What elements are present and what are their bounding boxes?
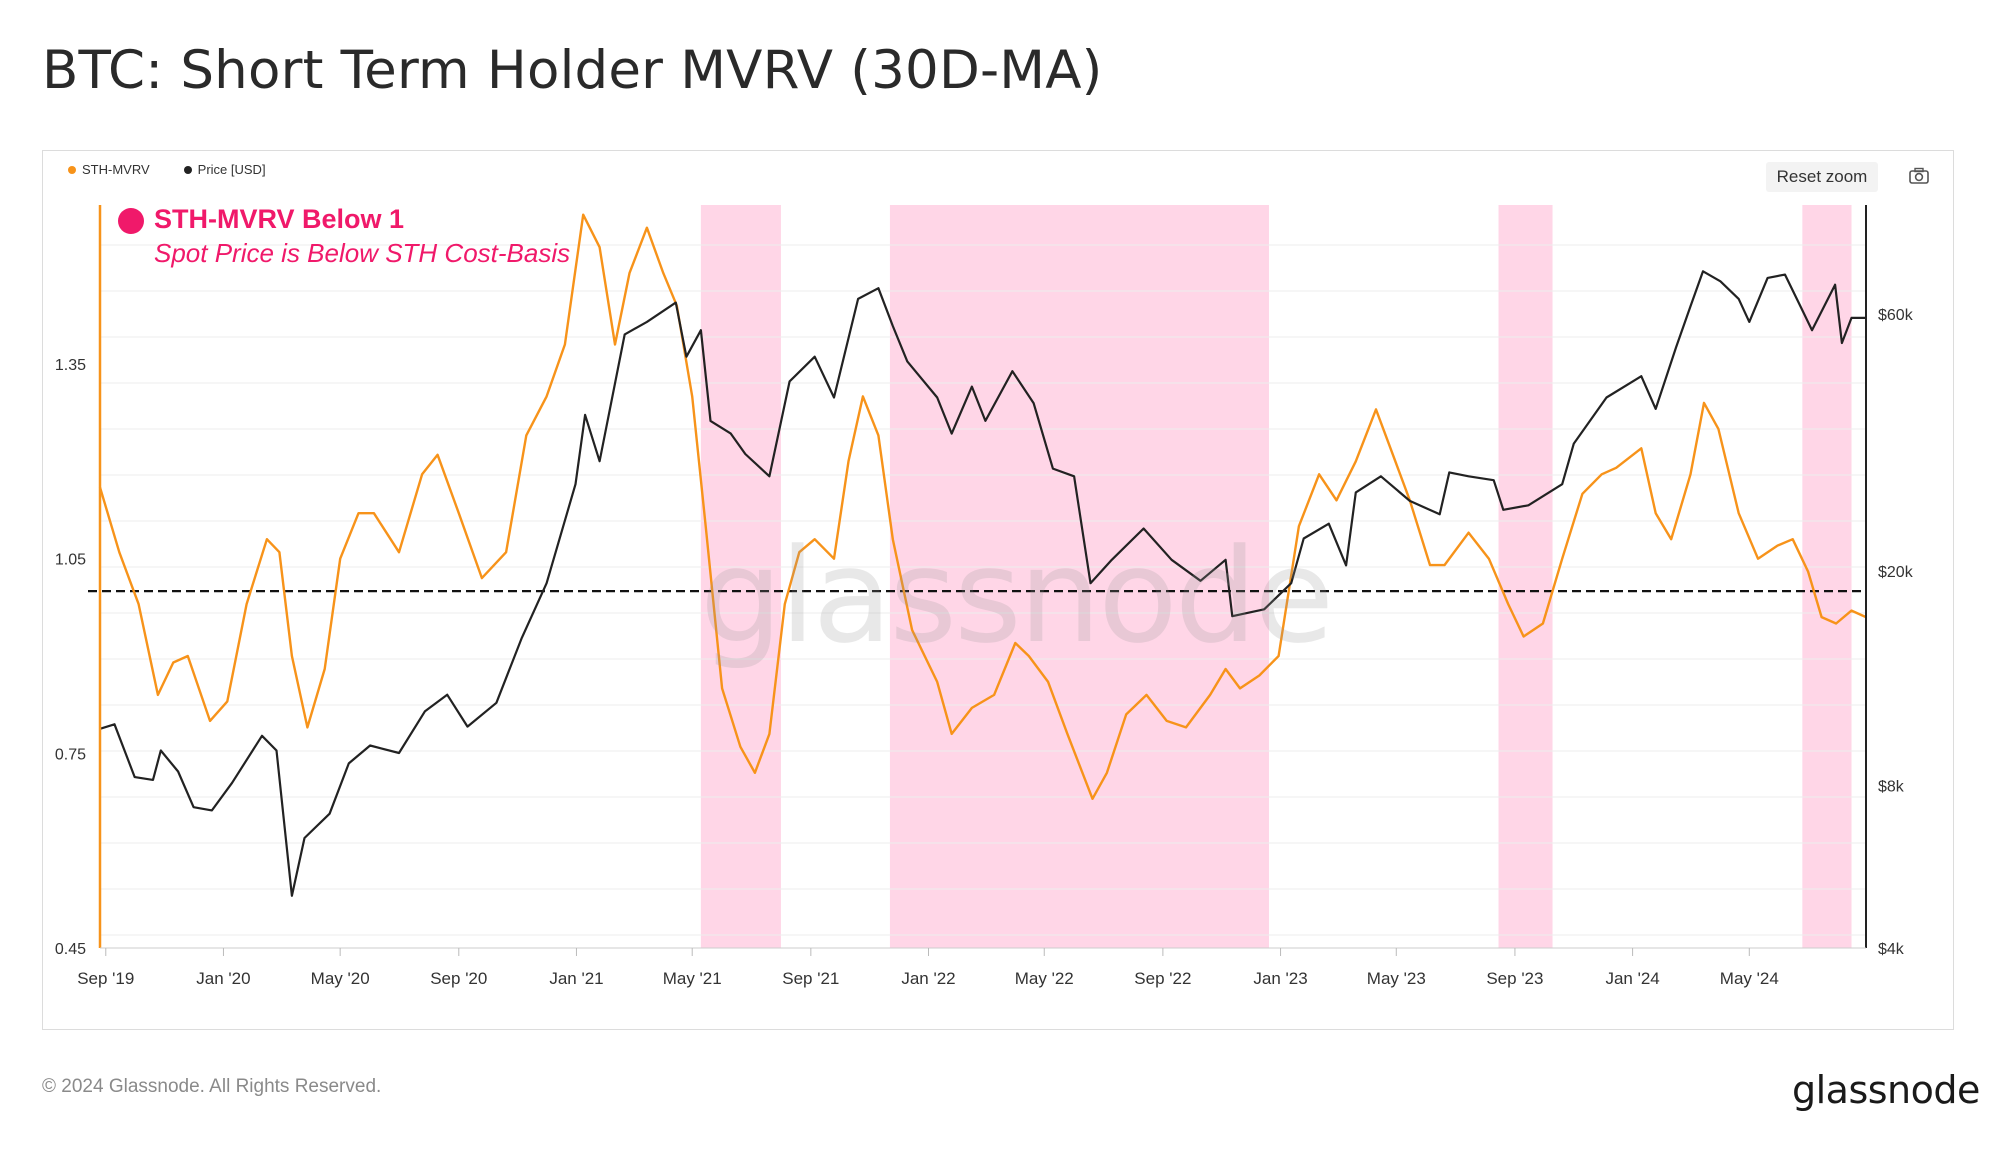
page-title: BTC: Short Term Holder MVRV (30D-MA) xyxy=(42,40,1103,101)
x-tick-label: May '24 xyxy=(1720,969,1779,988)
x-tick-label: Jan '20 xyxy=(196,969,250,988)
y-right-tick-label: $20k xyxy=(1878,564,1914,581)
y-right-tick-label: $60k xyxy=(1878,307,1914,324)
axes xyxy=(98,205,1867,949)
shaded-band-0 xyxy=(700,205,781,948)
x-tick-label: Sep '19 xyxy=(77,969,134,988)
series-group xyxy=(98,213,1867,897)
x-tick-label: May '22 xyxy=(1015,969,1074,988)
x-tick-label: Sep '22 xyxy=(1134,969,1191,988)
annotation-title: STH-MVRV Below 1 xyxy=(154,204,405,234)
y-right-tick-label: $4k xyxy=(1878,941,1905,958)
tick-labels: Sep '19 Jan '20 May '20 Sep '20 Jan '21 May '… xyxy=(55,307,1914,988)
legend-item-price[interactable]: Price [USD] xyxy=(183,162,266,177)
legend-label-price: Price [USD] xyxy=(197,162,266,177)
y-left-tick-label: 1.05 xyxy=(55,552,86,569)
x-tick-label: Jan '22 xyxy=(901,969,955,988)
x-tick-label: Jan '21 xyxy=(549,969,603,988)
gridlines xyxy=(100,244,1866,936)
shaded-band-2 xyxy=(1498,205,1553,948)
x-tick-label: Sep '21 xyxy=(782,969,839,988)
camera-icon[interactable] xyxy=(1908,166,1930,186)
footer-copyright: © 2024 Glassnode. All Rights Reserved. xyxy=(42,1076,382,1097)
x-tick-label: May '21 xyxy=(663,969,722,988)
legend-item-mvrv[interactable]: STH-MVRV xyxy=(68,162,150,177)
y-left-tick-label: 0.45 xyxy=(55,941,86,958)
x-tick-label: Sep '23 xyxy=(1486,969,1543,988)
y-left-tick-label: 0.75 xyxy=(55,746,86,763)
x-tick-label: May '23 xyxy=(1367,969,1426,988)
annotation-subtitle: Spot Price is Below STH Cost-Basis xyxy=(154,238,571,268)
x-tick-label: Jan '23 xyxy=(1253,969,1307,988)
x-tick-label: Jan '24 xyxy=(1605,969,1659,988)
y-right-tick-label: $8k xyxy=(1878,779,1905,796)
x-tick-label: Sep '20 xyxy=(430,969,487,988)
shaded-band-1 xyxy=(889,205,1269,948)
y-left-tick-label: 1.35 xyxy=(55,357,86,374)
x-tick-label: May '20 xyxy=(311,969,370,988)
legend-label-mvrv: STH-MVRV xyxy=(82,162,150,177)
legend: STH-MVRV Price [USD] xyxy=(68,162,266,177)
legend-dot-mvrv xyxy=(68,165,76,174)
series-line-price xyxy=(99,270,1866,897)
series-line-sth-mvrv xyxy=(98,213,1867,800)
footer-brand-logo: glassnode xyxy=(1792,1068,1980,1112)
reset-zoom-button[interactable]: Reset zoom xyxy=(1766,162,1878,192)
shaded-bands xyxy=(700,205,1852,948)
legend-dot-price xyxy=(183,165,192,174)
annotation-dot-icon xyxy=(118,208,144,234)
